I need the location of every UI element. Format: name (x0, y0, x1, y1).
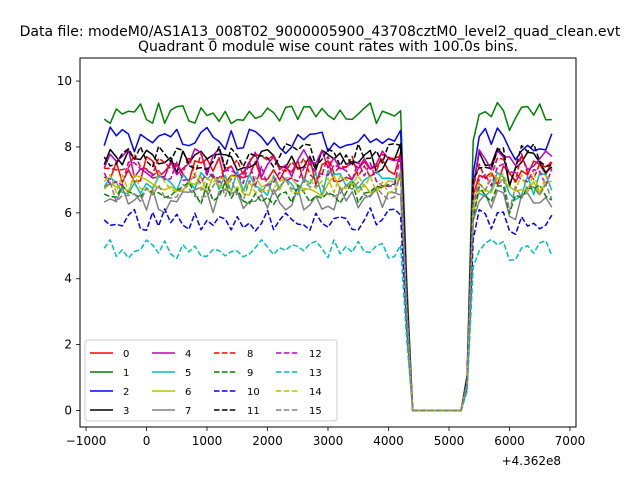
series-line-1 (103, 101, 552, 412)
chart-title: Quadrant 0 module wise count rates with … (138, 39, 518, 55)
series-line-12 (103, 154, 553, 412)
series-line-10 (103, 207, 553, 412)
x-tick-label: 5000 (434, 434, 465, 448)
x-tick-label: 1000 (192, 434, 223, 448)
x-tick-label: 6000 (494, 434, 525, 448)
legend-label-12: 12 (309, 349, 322, 360)
series-line-9 (103, 177, 553, 412)
series-line-8 (104, 152, 553, 412)
y-tick-label: 0 (64, 404, 72, 418)
y-tick-label: 8 (64, 140, 72, 154)
legend-label-9: 9 (247, 368, 253, 379)
legend-label-4: 4 (185, 349, 191, 360)
series-layer (103, 101, 553, 412)
series-line-15 (103, 170, 553, 412)
legend-label-2: 2 (123, 387, 129, 398)
legend-label-13: 13 (309, 368, 322, 379)
series-line-4 (103, 147, 553, 412)
y-axis: 0 2 4 6 8 10 (57, 74, 80, 418)
series-line-7 (103, 186, 553, 412)
legend-label-1: 1 (123, 368, 129, 379)
x-axis: −1000 0 1000 2000 3000 4000 5000 6000 7000 (66, 427, 585, 448)
x-tick-label: 4000 (373, 434, 404, 448)
legend-label-14: 14 (309, 387, 322, 398)
legend-label-8: 8 (247, 349, 253, 360)
series-line-13 (103, 238, 553, 412)
y-tick-label: 10 (57, 74, 72, 88)
legend-label-15: 15 (309, 406, 322, 417)
legend-label-0: 0 (123, 349, 129, 360)
x-axis-offset-text: +4.362e8 (502, 454, 561, 468)
legend-label-11: 11 (247, 406, 260, 417)
x-tick-label: 7000 (555, 434, 586, 448)
x-tick-label: 3000 (313, 434, 344, 448)
legend-label-10: 10 (247, 387, 260, 398)
x-tick-label: 2000 (252, 434, 283, 448)
chart-suptitle: Data file: modeM0/AS1A13_008T02_90000059… (20, 24, 621, 40)
series-line-2 (103, 126, 553, 412)
y-tick-label: 6 (64, 206, 72, 220)
legend-label-7: 7 (185, 406, 191, 417)
x-tick-label: 0 (143, 434, 151, 448)
series-line-11 (103, 142, 552, 412)
y-tick-label: 2 (64, 338, 72, 352)
legend-label-3: 3 (123, 406, 129, 417)
x-tick-label: −1000 (66, 434, 107, 448)
legend-label-6: 6 (185, 387, 191, 398)
legend-label-5: 5 (185, 368, 191, 379)
legend-box (84, 339, 338, 422)
y-tick-label: 4 (64, 272, 72, 286)
